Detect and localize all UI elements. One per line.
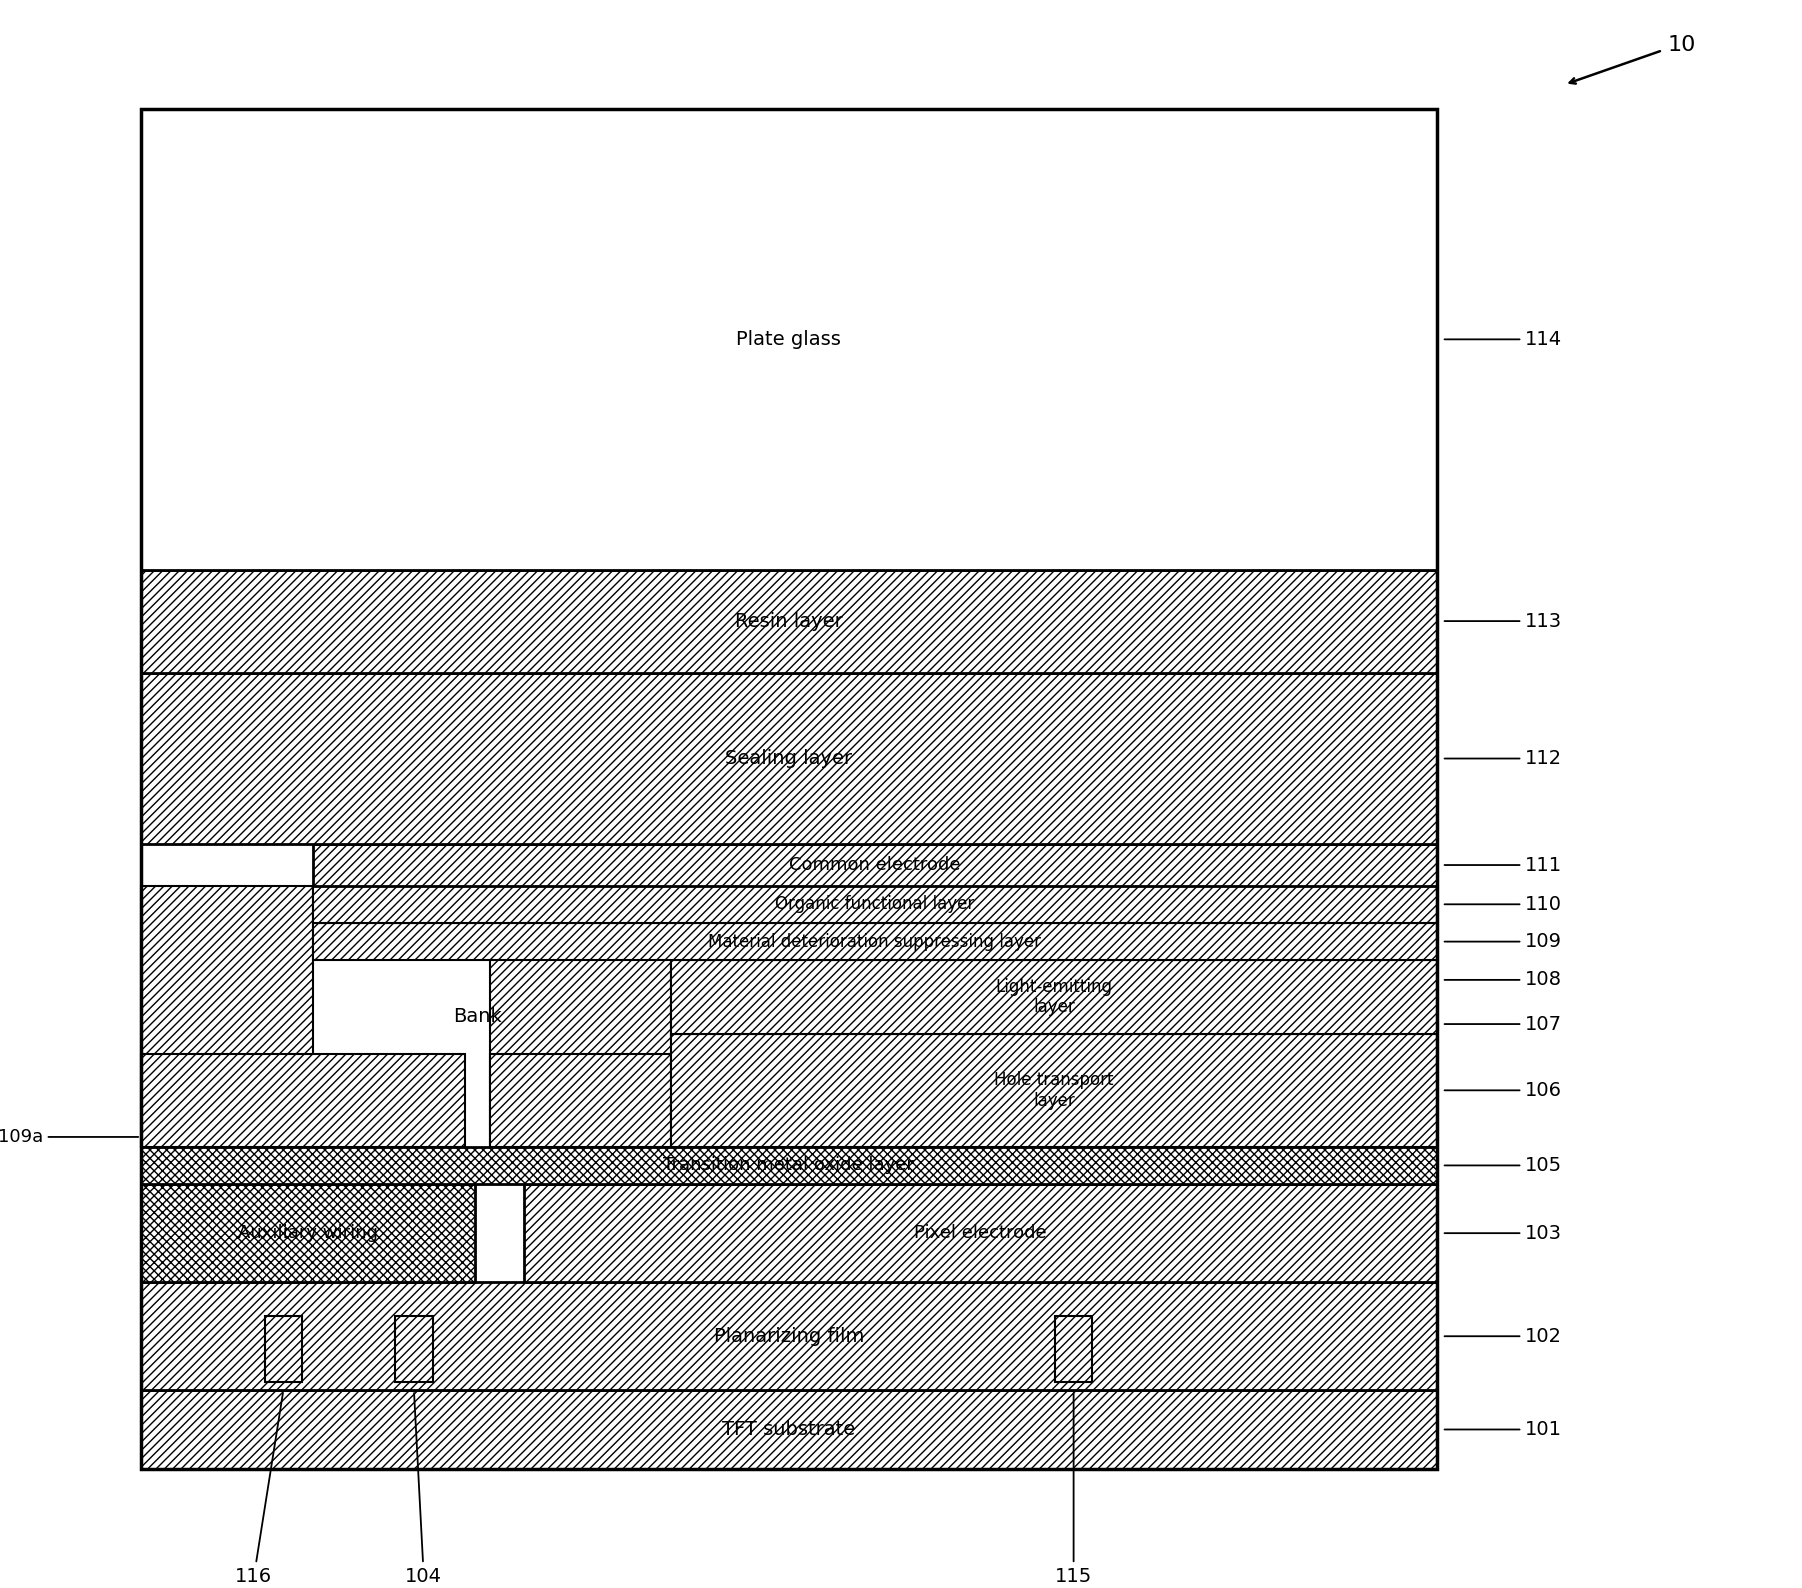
Text: 114: 114 xyxy=(1445,330,1562,349)
Bar xyxy=(141,1185,474,1282)
Text: 108: 108 xyxy=(1445,970,1562,989)
Bar xyxy=(314,845,1436,886)
Text: Sealing layer: Sealing layer xyxy=(726,750,852,769)
Bar xyxy=(141,570,1436,673)
Bar xyxy=(1054,1315,1092,1383)
Bar xyxy=(490,1053,670,1147)
Text: Material deterioration suppressing layer: Material deterioration suppressing layer xyxy=(708,932,1042,951)
Bar xyxy=(141,886,314,1147)
Text: 104: 104 xyxy=(405,1393,441,1586)
Bar xyxy=(395,1315,432,1383)
Text: 106: 106 xyxy=(1445,1081,1562,1100)
Text: 109: 109 xyxy=(1445,932,1562,951)
Text: 115: 115 xyxy=(1054,1393,1092,1586)
Text: 112: 112 xyxy=(1445,750,1562,769)
Bar xyxy=(141,1390,1436,1469)
Text: Pixel electrode: Pixel electrode xyxy=(914,1224,1047,1242)
Text: Bank: Bank xyxy=(452,1007,501,1026)
Text: 113: 113 xyxy=(1445,611,1562,630)
Text: Plate glass: Plate glass xyxy=(737,330,842,349)
Bar xyxy=(265,1315,303,1383)
Bar xyxy=(141,110,1436,1469)
Text: 116: 116 xyxy=(236,1393,283,1586)
Text: 102: 102 xyxy=(1445,1326,1562,1345)
Bar xyxy=(490,886,670,1147)
Text: 105: 105 xyxy=(1445,1156,1562,1175)
Text: 110: 110 xyxy=(1445,894,1562,913)
Text: Resin layer: Resin layer xyxy=(735,611,843,630)
Text: 109a: 109a xyxy=(0,1127,139,1147)
Bar xyxy=(524,1185,1436,1282)
Bar xyxy=(670,1034,1436,1147)
Text: 101: 101 xyxy=(1445,1420,1562,1439)
Bar xyxy=(141,110,1436,570)
Text: Auxiliary wiring: Auxiliary wiring xyxy=(238,1224,378,1242)
Text: 111: 111 xyxy=(1445,856,1562,875)
Bar xyxy=(141,1282,1436,1390)
Bar xyxy=(141,673,1436,845)
Bar xyxy=(670,961,1436,1034)
Text: TFT substrate: TFT substrate xyxy=(723,1420,856,1439)
Bar xyxy=(314,923,1436,961)
Text: Hole transport
layer: Hole transport layer xyxy=(995,1070,1114,1110)
Bar xyxy=(141,1147,1436,1185)
Text: 10: 10 xyxy=(1669,35,1696,56)
Text: 107: 107 xyxy=(1445,1015,1562,1034)
Text: 103: 103 xyxy=(1445,1224,1562,1243)
Bar xyxy=(314,886,1436,923)
Bar xyxy=(141,1053,465,1147)
Text: Light-emitting
layer: Light-emitting layer xyxy=(995,978,1112,1016)
Text: Transition metal oxide layer: Transition metal oxide layer xyxy=(663,1156,914,1175)
Text: Common electrode: Common electrode xyxy=(789,856,960,873)
Text: Planarizing film: Planarizing film xyxy=(714,1326,865,1345)
Text: Organic functional layer: Organic functional layer xyxy=(775,896,975,913)
